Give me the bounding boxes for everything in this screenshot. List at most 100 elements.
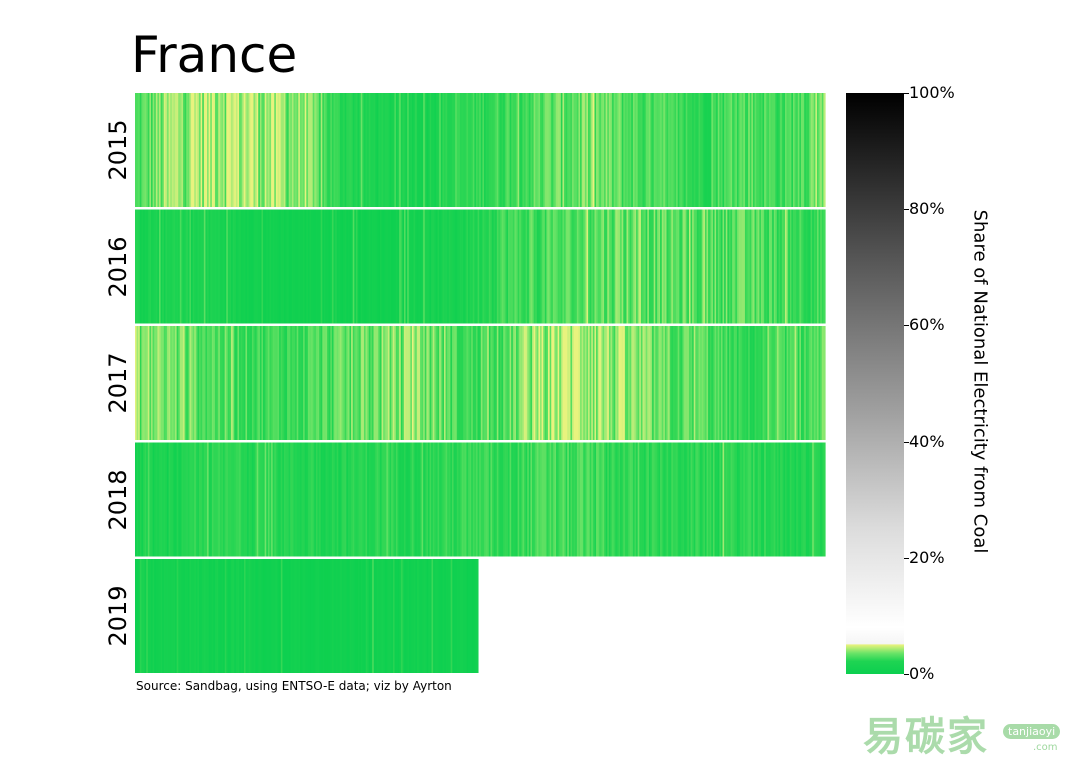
heatmap-cell	[328, 326, 331, 440]
heatmap-cell	[804, 209, 807, 324]
heatmap-cell	[138, 326, 141, 440]
heatmap-cell	[149, 326, 152, 440]
heatmap-cell	[288, 442, 291, 557]
heatmap-cell	[357, 442, 360, 557]
heatmap-cell	[767, 326, 770, 440]
heatmap-cell	[344, 326, 347, 440]
heatmap-cell	[506, 209, 509, 324]
heatmap-cell	[136, 442, 139, 557]
heatmap-cell	[716, 93, 719, 207]
heatmap-cell	[684, 442, 687, 557]
heatmap-cell	[575, 326, 578, 440]
heatmap-cell	[748, 209, 751, 324]
heatmap-cell	[472, 326, 475, 440]
heatmap-cell	[479, 209, 482, 324]
heatmap-cell	[610, 326, 613, 440]
heatmap-cell	[704, 209, 708, 324]
heatmap-cell	[314, 93, 317, 207]
heatmap-cell	[365, 326, 368, 440]
heatmap-cell	[808, 93, 812, 207]
heatmap-cell	[596, 209, 599, 324]
heatmap-cell	[199, 442, 202, 557]
heatmap-cell	[340, 559, 343, 673]
heatmap-cell	[706, 442, 709, 557]
heatmap-cell	[452, 559, 455, 673]
heatmap-cell	[237, 326, 240, 440]
heatmap-cell	[216, 442, 219, 557]
heatmap-cell	[282, 326, 285, 440]
heatmap-cell	[536, 93, 540, 207]
colorbar-tick-mark	[904, 325, 909, 327]
heatmap-cell	[139, 326, 142, 440]
heatmap-cell	[644, 209, 647, 324]
heatmap-cell	[632, 326, 636, 440]
heatmap-cell	[583, 209, 586, 324]
heatmap-cell	[277, 209, 280, 324]
heatmap-cell	[530, 326, 533, 440]
heatmap-cell	[291, 93, 295, 207]
heatmap-cell	[772, 209, 775, 324]
heatmap-cell	[796, 209, 799, 324]
heatmap-cell	[346, 209, 349, 324]
heatmap-cell	[463, 442, 466, 557]
heatmap-cell	[567, 93, 570, 207]
heatmap-cell	[544, 326, 548, 440]
heatmap-cell	[143, 326, 146, 440]
heatmap-cell	[413, 93, 416, 207]
heatmap-cell	[773, 442, 776, 557]
heatmap-cell	[626, 93, 629, 207]
heatmap-cell	[581, 93, 584, 207]
heatmap-cell	[221, 442, 224, 557]
heatmap-cell	[144, 559, 147, 673]
heatmap-cell	[514, 93, 517, 207]
heatmap-cell	[368, 209, 371, 324]
heatmap-cell	[360, 93, 363, 207]
heatmap-cell	[757, 209, 760, 324]
heatmap-cell	[564, 442, 567, 557]
heatmap-cell	[333, 559, 336, 673]
heatmap-cell	[411, 442, 415, 557]
heatmap-cell	[647, 93, 650, 207]
heatmap-cell	[195, 559, 199, 673]
source-note: Source: Sandbag, using ENTSO-E data; viz…	[136, 679, 452, 693]
heatmap-cell	[736, 442, 740, 557]
heatmap-cell	[389, 442, 392, 557]
heatmap-cell	[546, 93, 549, 207]
heatmap-cell	[303, 93, 306, 207]
heatmap-cell	[540, 326, 543, 440]
heatmap-cell	[199, 559, 202, 673]
heatmap-cell	[527, 442, 530, 557]
heatmap-cell	[173, 442, 176, 557]
heatmap-cell	[151, 559, 154, 673]
heatmap-cell	[266, 209, 269, 324]
heatmap-cell	[378, 93, 381, 207]
heatmap-cell	[207, 209, 210, 324]
heatmap-cell	[592, 93, 596, 207]
heatmap-cell	[407, 559, 410, 673]
heatmap-cell	[818, 326, 821, 440]
heatmap-cell	[477, 209, 480, 324]
heatmap-cell	[772, 442, 775, 557]
heatmap-cell	[234, 93, 237, 207]
heatmap-cell	[541, 209, 544, 324]
heatmap-cell	[479, 326, 482, 440]
heatmap-cell	[677, 209, 680, 324]
heatmap-cell	[783, 442, 786, 557]
heatmap-cell	[255, 93, 258, 207]
heatmap-cell	[680, 326, 684, 440]
heatmap-cell	[359, 93, 362, 207]
heatmap-cell	[234, 559, 237, 673]
heatmap-cell	[817, 93, 820, 207]
heatmap-cell	[464, 209, 467, 324]
heatmap-cell	[495, 442, 498, 557]
heatmap-cell	[362, 93, 365, 207]
heatmap-cell	[277, 559, 280, 673]
heatmap-cell	[784, 209, 788, 324]
heatmap-cell	[650, 442, 653, 557]
heatmap-cell	[631, 209, 634, 324]
heatmap-cell	[205, 93, 208, 207]
heatmap-cell	[157, 559, 160, 673]
heatmap-cell	[211, 93, 215, 207]
heatmap-cell	[690, 442, 693, 557]
heatmap-cell	[640, 93, 644, 207]
